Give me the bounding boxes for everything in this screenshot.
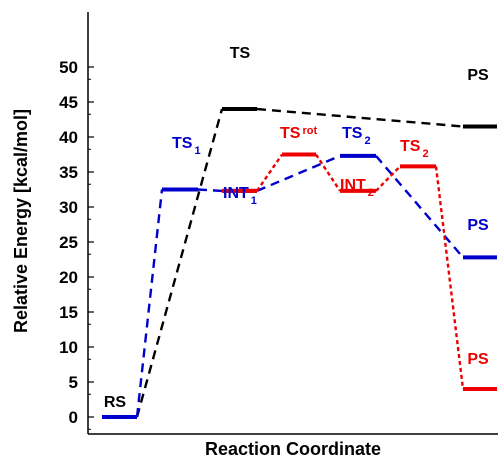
- state-label: INT 1: [223, 185, 257, 207]
- connectors: [135, 107, 465, 418]
- y-tick-label: 50: [59, 58, 78, 77]
- state-label-subscript: 2: [364, 135, 370, 147]
- state-label: TS 2: [400, 138, 429, 160]
- state-label: TS 2: [342, 125, 371, 147]
- state-label: INT 2: [340, 177, 374, 199]
- state-label: PS: [467, 351, 489, 368]
- connector-line: [256, 154, 341, 193]
- connector-line: [256, 153, 283, 192]
- connector-line: [135, 189, 164, 418]
- state-label: TS 1: [172, 135, 201, 157]
- y-tick-label: 25: [59, 233, 78, 252]
- y-tick-label: 40: [59, 128, 78, 147]
- state-label: PS: [467, 67, 489, 84]
- y-axis-title: Relative Energy [kcal/mol]: [11, 109, 31, 333]
- axes: 0 5 10 15 20 25 30 35 40 45 50: [59, 12, 498, 435]
- y-tick-label: 20: [59, 268, 78, 287]
- state-label-subscript: 2: [368, 187, 374, 199]
- connector-line: [434, 166, 465, 390]
- energy-levels: [102, 107, 497, 419]
- state-label: TS: [230, 45, 251, 62]
- connector-line: [256, 107, 464, 128]
- state-label: TS rot: [280, 125, 317, 142]
- state-label: PS: [467, 217, 489, 234]
- state-label-subscript: rot: [302, 125, 317, 137]
- state-label-subscript: 2: [422, 148, 428, 160]
- y-tick-label: 5: [69, 373, 78, 392]
- connector-line: [375, 165, 401, 192]
- y-tick-label: 15: [59, 303, 78, 322]
- state-labels: RS TS PS TS 1 INT 1 TS 2 PS TS rot INT 2 TS 2 PS: [104, 45, 489, 411]
- y-tick-label: 10: [59, 338, 78, 357]
- state-label-subscript: 1: [251, 195, 257, 207]
- y-tick-label: 45: [59, 93, 78, 112]
- y-tick-label: 0: [69, 408, 78, 427]
- connector-line: [314, 153, 342, 192]
- state-label-subscript: 1: [194, 145, 200, 157]
- x-axis-title: Reaction Coordinate: [205, 439, 381, 459]
- y-tick-label: 35: [59, 163, 78, 182]
- connector-line: [135, 108, 224, 418]
- connector-line: [375, 155, 464, 259]
- y-tick-label: 30: [59, 198, 78, 217]
- connector-line: [197, 188, 223, 193]
- state-label: RS: [104, 394, 127, 411]
